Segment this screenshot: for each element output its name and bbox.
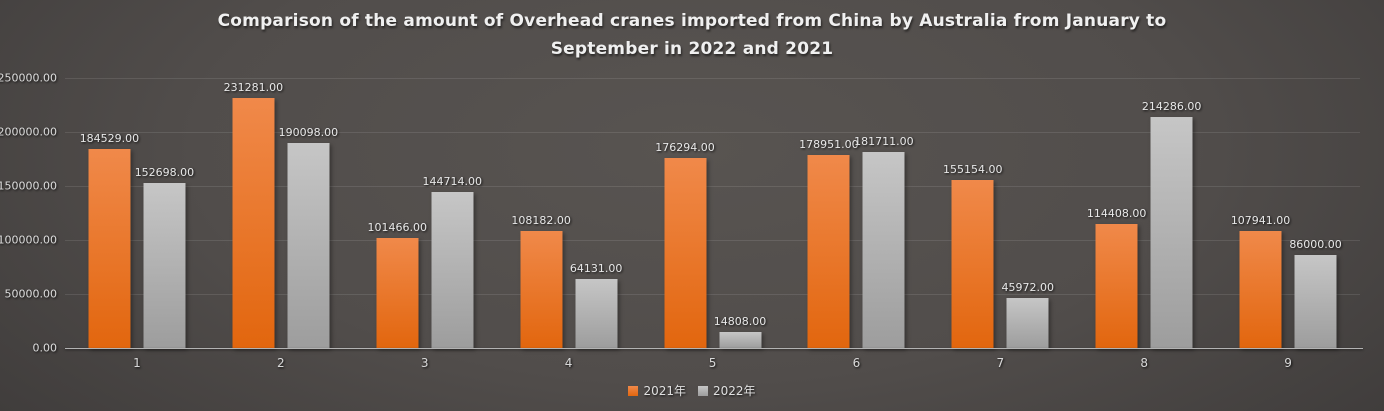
x-axis-label: 7: [996, 356, 1005, 370]
x-axis-label: 8: [1140, 356, 1148, 370]
legend-label: 2022年: [713, 384, 756, 398]
bar-2021-month-5: 176294.00: [655, 141, 715, 348]
bar-2022-month-5: 14808.00: [714, 315, 766, 348]
bar-2021-month-8: 114408.00: [1087, 207, 1146, 348]
chart-title: Comparison of the amount of Overhead cra…: [217, 11, 1167, 59]
data-label: 178951.00: [799, 137, 859, 151]
bars: 178951.00 181711.00: [799, 135, 914, 348]
legend-item-2022: 2022年: [698, 382, 756, 399]
data-label: 184529.00: [79, 131, 140, 145]
bar-2021-month-1: 184529.00: [80, 132, 139, 348]
data-label: 152698.00: [134, 166, 195, 180]
y-axis-tick-label: 150000.00: [0, 179, 57, 193]
bars: 231281.00 190098.00: [224, 81, 338, 348]
y-gridline: [65, 186, 1360, 187]
bars: 114408.00 214286.00: [1087, 100, 1201, 348]
y-gridline: [65, 240, 1360, 241]
data-label: 190098.00: [278, 125, 339, 139]
x-axis-label: 3: [420, 356, 429, 370]
data-label: 101466.00: [367, 221, 427, 235]
y-axis-tick-label: 250000.00: [0, 71, 57, 85]
bars: 108182.00 64131.00: [511, 214, 622, 348]
data-label: 144714.00: [422, 174, 482, 188]
data-label: 14808.00: [713, 315, 767, 328]
legend-swatch-2021: [628, 385, 639, 396]
y-axis: 0.00 50000.00 100000.00 150000.00 200000.00 2…: [0, 72, 58, 355]
legend-label: 2021年: [643, 384, 686, 398]
data-label: 64131.00: [569, 261, 623, 275]
bar-group-month-8: 114408.00 214286.00 8: [1072, 78, 1216, 370]
bar-group-month-6: 178951.00 181711.00 6: [784, 78, 928, 370]
bars: 107941.00 86000.00: [1231, 214, 1342, 348]
bar-group-month-4: 108182.00 64131.00 4: [497, 78, 641, 370]
bars: 155154.00 45972.00: [943, 163, 1054, 348]
data-label: 231281.00: [223, 81, 284, 95]
data-label: 107941.00: [1230, 214, 1291, 228]
x-axis-label: 4: [564, 356, 573, 370]
data-label: 214286.00: [1141, 99, 1202, 113]
y-gridline: [65, 132, 1360, 133]
data-label: 86000.00: [1289, 238, 1342, 252]
bars: 101466.00 144714.00: [367, 175, 482, 348]
bar-2022-month-3: 144714.00: [422, 175, 482, 348]
bars: 176294.00 14808.00: [655, 141, 766, 348]
bar-2021-month-9: 107941.00: [1231, 214, 1290, 348]
y-gridline: [65, 78, 1360, 79]
bar-2022-month-8: 214286.00: [1142, 100, 1201, 348]
bar-group-month-3: 101466.00 144714.00 3: [353, 78, 497, 370]
x-axis-label: 1: [133, 356, 141, 370]
bar-2021-month-4: 108182.00: [511, 214, 571, 348]
y-axis-tick-label: 50000.00: [4, 287, 58, 301]
data-label: 155154.00: [943, 163, 1003, 177]
bar-2021-month-6: 178951.00: [799, 138, 859, 348]
x-axis-line: [65, 348, 1363, 349]
legend: 2021年 2022年: [0, 382, 1384, 399]
data-label: 114408.00: [1086, 207, 1147, 221]
bar-group-month-7: 155154.00 45972.00 7: [928, 78, 1072, 370]
legend-swatch-2022: [698, 385, 708, 396]
data-label: 45972.00: [1001, 281, 1055, 295]
bar-2022-month-2: 190098.00: [279, 126, 338, 348]
bar-2021-month-7: 155154.00: [943, 163, 1003, 348]
bar-2021-month-3: 101466.00: [367, 221, 427, 348]
x-axis-label: 6: [852, 356, 861, 370]
bars: 184529.00 152698.00: [80, 132, 194, 348]
bar-group-month-1: 184529.00 152698.00 1: [65, 78, 209, 370]
bar-2022-month-7: 45972.00: [1002, 281, 1054, 348]
data-label: 108182.00: [511, 214, 571, 228]
plot-area: 184529.00 152698.00 1 231281.00 190098.00 2 10…: [65, 78, 1363, 370]
bar-group-month-9: 107941.00 86000.00 9: [1216, 78, 1360, 370]
x-axis-label: 9: [1284, 356, 1292, 370]
data-label: 176294.00: [655, 140, 715, 154]
x-axis-label: 5: [708, 356, 717, 370]
bar-2022-month-4: 64131.00: [570, 262, 622, 348]
bar-2022-month-9: 86000.00: [1289, 238, 1342, 348]
legend-item-2021: 2021年: [628, 382, 686, 399]
y-gridline: [65, 294, 1360, 295]
bar-2022-month-6: 181711.00: [854, 135, 914, 348]
bar-2021-month-2: 231281.00: [224, 81, 283, 348]
y-axis-tick-label: 0.00: [32, 341, 58, 355]
y-axis-tick-label: 200000.00: [0, 125, 57, 139]
data-label: 181711.00: [854, 134, 914, 148]
bar-group-month-2: 231281.00 190098.00 2: [209, 78, 353, 370]
bar-2022-month-1: 152698.00: [135, 166, 194, 348]
bar-groups: 184529.00 152698.00 1 231281.00 190098.00 2 10…: [65, 78, 1360, 370]
y-axis-tick-label: 100000.00: [0, 233, 57, 247]
bar-group-month-5: 176294.00 14808.00 5: [641, 78, 785, 370]
x-axis-label: 2: [277, 356, 285, 370]
